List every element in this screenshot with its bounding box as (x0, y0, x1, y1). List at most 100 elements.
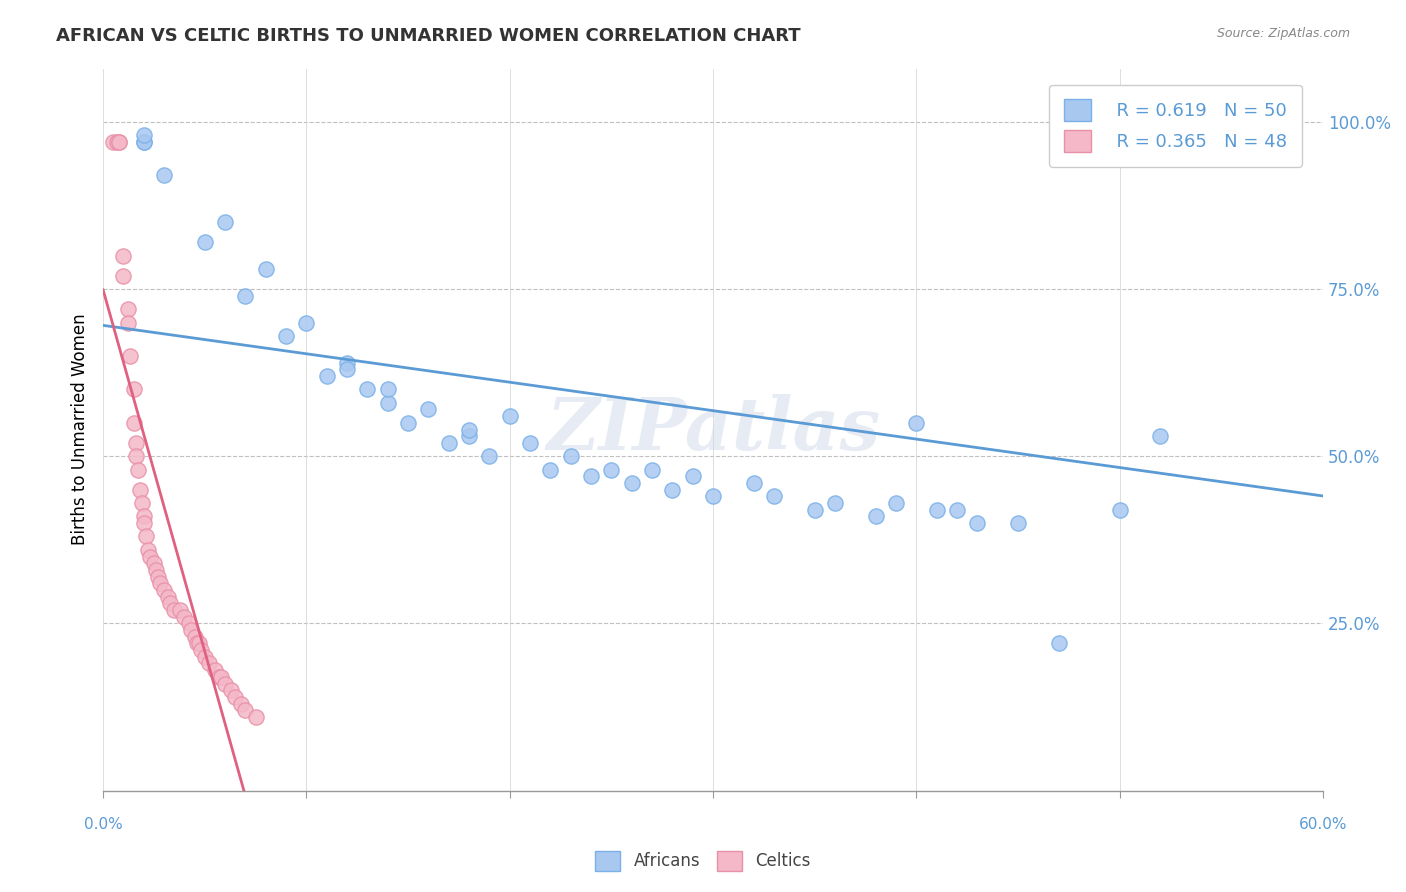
Point (132, 128, 155, 143)
Point (117, 316, 139, 330)
Point (702, 489, 724, 503)
Point (600, 462, 623, 476)
Point (219, 683, 242, 698)
Point (208, 670, 231, 684)
Point (254, 262, 277, 277)
Point (1149, 429, 1171, 443)
Point (682, 469, 704, 483)
Point (560, 449, 582, 463)
Point (276, 329, 298, 343)
Point (169, 603, 191, 617)
Point (132, 135, 155, 149)
Point (118, 349, 141, 363)
Point (661, 483, 683, 497)
Point (127, 462, 149, 476)
Point (905, 416, 928, 430)
Point (180, 623, 202, 637)
Point (190, 643, 212, 657)
Point (214, 215, 236, 229)
Point (214, 676, 236, 690)
Point (132, 516, 155, 530)
Point (124, 436, 146, 450)
Point (377, 383, 399, 397)
Legend:   R = 0.619   N = 50,   R = 0.365   N = 48: R = 0.619 N = 50, R = 0.365 N = 48 (1049, 85, 1302, 167)
Point (112, 249, 135, 263)
Point (620, 475, 643, 490)
Point (139, 549, 162, 564)
Point (132, 509, 155, 524)
Point (163, 603, 186, 617)
Text: 0.0%: 0.0% (84, 817, 122, 832)
Point (122, 383, 145, 397)
Point (112, 268, 135, 283)
Point (131, 496, 153, 510)
Point (478, 449, 501, 463)
Point (641, 462, 664, 476)
Point (108, 135, 131, 149)
Point (742, 475, 765, 490)
Point (336, 362, 359, 376)
Point (336, 356, 359, 370)
Point (124, 449, 146, 463)
Point (1271, 135, 1294, 149)
Point (186, 636, 208, 650)
Point (437, 436, 460, 450)
Point (173, 609, 195, 624)
Point (183, 630, 205, 644)
Point (884, 496, 907, 510)
Point (209, 670, 232, 684)
Point (136, 542, 159, 557)
Point (356, 383, 378, 397)
Point (187, 636, 209, 650)
Point (1271, 135, 1294, 149)
Point (204, 663, 226, 677)
Point (194, 649, 217, 664)
Text: Source: ZipAtlas.com: Source: ZipAtlas.com (1216, 27, 1350, 40)
Text: AFRICAN VS CELTIC BIRTHS TO UNMARRIED WOMEN CORRELATION CHART: AFRICAN VS CELTIC BIRTHS TO UNMARRIED WO… (56, 27, 801, 45)
Point (128, 483, 150, 497)
Point (231, 697, 253, 711)
Point (824, 496, 846, 510)
Point (245, 710, 267, 724)
Point (194, 235, 217, 250)
Point (946, 502, 969, 516)
Point (1108, 502, 1130, 516)
Point (519, 436, 541, 450)
Point (377, 396, 399, 410)
Point (177, 616, 200, 631)
Point (132, 135, 155, 149)
Point (153, 582, 176, 597)
Point (966, 516, 988, 530)
Point (540, 462, 562, 476)
Point (235, 289, 257, 303)
Point (458, 429, 481, 443)
Point (146, 569, 169, 583)
Point (159, 596, 181, 610)
Point (145, 563, 167, 577)
Legend: Africans, Celtics: Africans, Celtics (586, 842, 820, 880)
Point (105, 135, 128, 149)
Point (925, 502, 948, 516)
Point (804, 502, 827, 516)
Text: ZIPatlas: ZIPatlas (546, 394, 880, 465)
Point (1047, 636, 1070, 650)
Point (235, 703, 257, 717)
Point (1230, 135, 1253, 149)
Point (865, 509, 887, 524)
Point (418, 402, 440, 417)
Point (198, 657, 221, 671)
Text: 60.0%: 60.0% (1299, 817, 1347, 832)
Point (579, 469, 602, 483)
Point (224, 690, 246, 704)
Point (135, 529, 157, 543)
Point (157, 590, 180, 604)
Point (1007, 516, 1029, 530)
Point (295, 316, 318, 330)
Point (117, 302, 139, 317)
Point (143, 556, 166, 570)
Point (396, 416, 419, 430)
Point (122, 416, 145, 430)
Point (149, 576, 172, 591)
Point (153, 169, 176, 183)
Y-axis label: Births to Unmarried Women: Births to Unmarried Women (72, 314, 89, 545)
